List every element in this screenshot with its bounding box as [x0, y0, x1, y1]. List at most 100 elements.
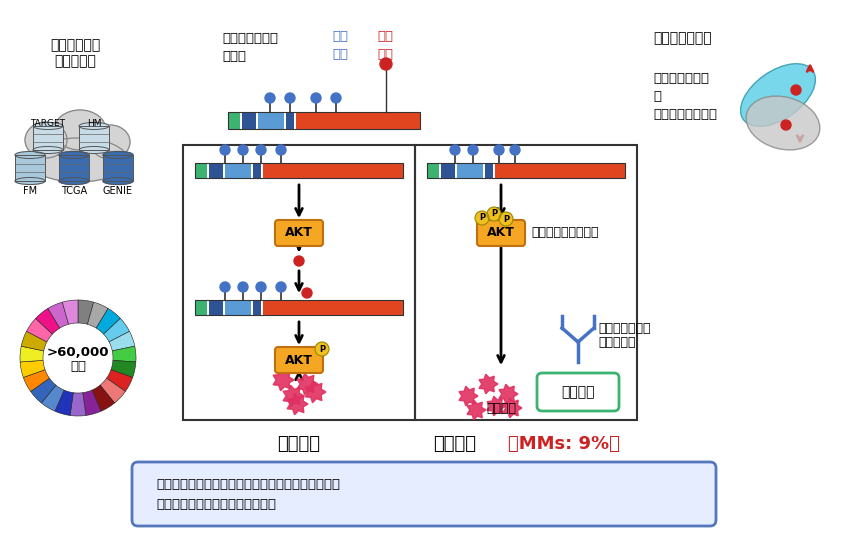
Text: HM: HM [87, 119, 101, 128]
Polygon shape [503, 398, 522, 417]
Wedge shape [36, 308, 60, 334]
Polygon shape [479, 374, 498, 394]
Polygon shape [298, 373, 318, 395]
Text: 弱い: 弱い [332, 48, 348, 61]
Text: TCGA: TCGA [61, 186, 87, 196]
Circle shape [475, 211, 489, 225]
Wedge shape [42, 385, 64, 411]
Bar [59, 155, 89, 181]
Text: TARGET: TARGET [31, 119, 65, 128]
Ellipse shape [15, 178, 45, 185]
Bar [209, 163, 223, 178]
Bar [242, 112, 256, 129]
Bar [286, 112, 294, 129]
Ellipse shape [25, 122, 67, 158]
Text: 同じ側の染色体: 同じ側の染色体 [653, 72, 709, 84]
Polygon shape [499, 384, 518, 404]
Wedge shape [62, 300, 78, 324]
Ellipse shape [103, 152, 133, 159]
Bar [253, 163, 261, 178]
Polygon shape [487, 397, 506, 416]
Text: 複数変異: 複数変異 [433, 435, 476, 453]
Text: 単独での頻度：: 単独での頻度： [222, 32, 278, 45]
Text: >60,000: >60,000 [47, 345, 110, 358]
Bar [427, 163, 625, 178]
Text: P: P [491, 209, 497, 218]
Ellipse shape [79, 146, 109, 153]
Circle shape [256, 145, 266, 155]
Ellipse shape [740, 63, 815, 126]
Circle shape [487, 207, 501, 221]
Wedge shape [23, 370, 49, 392]
Text: 機能：: 機能： [222, 51, 246, 63]
Circle shape [499, 212, 513, 226]
Text: 増殖尢進: 増殖尢進 [486, 401, 516, 414]
Circle shape [510, 145, 520, 155]
Circle shape [294, 256, 304, 266]
Ellipse shape [54, 110, 106, 150]
Circle shape [315, 342, 329, 356]
Ellipse shape [103, 178, 133, 185]
Wedge shape [55, 390, 73, 415]
Text: AKT: AKT [285, 353, 313, 366]
Text: P: P [503, 215, 509, 223]
Bar [495, 163, 625, 178]
Bar [225, 163, 251, 178]
Wedge shape [112, 346, 136, 362]
Wedge shape [82, 390, 101, 415]
Circle shape [265, 93, 275, 103]
Wedge shape [21, 331, 47, 351]
Bar [485, 163, 493, 178]
Ellipse shape [28, 138, 128, 182]
Bar [263, 300, 403, 315]
Bar [195, 163, 207, 178]
FancyBboxPatch shape [275, 347, 323, 373]
Circle shape [494, 145, 504, 155]
Circle shape [256, 282, 266, 292]
Text: 低い: 低い [332, 30, 348, 43]
Bar [195, 300, 207, 315]
Text: 特異的阔害薬に: 特異的阔害薬に [598, 322, 650, 335]
Circle shape [380, 58, 392, 70]
Wedge shape [106, 370, 133, 392]
Wedge shape [48, 302, 69, 328]
Wedge shape [109, 331, 135, 351]
FancyBboxPatch shape [537, 373, 619, 411]
Wedge shape [20, 346, 43, 362]
Circle shape [285, 93, 295, 103]
Circle shape [791, 85, 801, 95]
Bar [33, 126, 63, 150]
FancyBboxPatch shape [132, 462, 716, 526]
Text: FM: FM [23, 186, 37, 196]
Bar [296, 112, 420, 129]
Polygon shape [273, 369, 294, 391]
Wedge shape [78, 300, 94, 324]
Circle shape [238, 145, 248, 155]
Text: 強い: 強い [377, 48, 393, 61]
Circle shape [450, 145, 460, 155]
Wedge shape [111, 360, 136, 378]
Wedge shape [70, 393, 86, 416]
Bar [228, 112, 240, 129]
Circle shape [468, 145, 478, 155]
Bar [33, 126, 63, 150]
Polygon shape [459, 386, 478, 406]
Text: 単独変異: 単独変異 [277, 435, 320, 453]
Text: AKT: AKT [285, 226, 313, 239]
FancyBboxPatch shape [275, 220, 323, 246]
Circle shape [331, 93, 341, 103]
Text: 症例: 症例 [70, 360, 86, 373]
Bar [79, 126, 109, 150]
Text: P: P [319, 344, 325, 353]
Text: 相乗効果: 相乗効果 [561, 385, 595, 399]
Circle shape [781, 120, 791, 130]
Polygon shape [305, 381, 326, 403]
Bar [79, 126, 109, 150]
Bar [225, 300, 251, 315]
Text: ＝: ＝ [653, 89, 661, 103]
Bar [441, 163, 455, 178]
Bar [15, 155, 45, 181]
Circle shape [238, 282, 248, 292]
Circle shape [220, 282, 230, 292]
Polygon shape [283, 385, 304, 407]
